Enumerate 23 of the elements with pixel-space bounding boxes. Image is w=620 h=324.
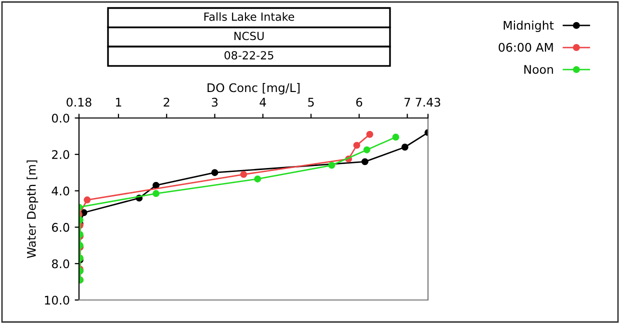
legend-label: Midnight: [504, 20, 554, 32]
x-tick-label: 1: [116, 98, 122, 107]
x-tick-label: 0.18: [66, 98, 92, 107]
y-tick-label: 10.0: [44, 296, 70, 305]
chart-title: Falls Lake Intake: [204, 12, 294, 21]
x-tick-label: 7: [404, 98, 410, 107]
x-tick-label: 3: [212, 98, 218, 107]
y-tick-label: 4.0: [52, 186, 70, 196]
x-tick-label: 4: [260, 98, 266, 107]
y-tick-label: 8.0: [52, 259, 70, 268]
legend-label: 06:00 AM: [498, 42, 553, 52]
legend-label: Noon: [524, 65, 553, 74]
y-tick-label: 6.0: [52, 222, 70, 232]
x-tick-label: 2: [164, 98, 170, 107]
y-tick-label: 2.0: [52, 150, 70, 160]
y-tick-label: 0.0: [52, 114, 70, 123]
text: 08-22-25: [224, 51, 274, 60]
x-tick-label: 6: [356, 98, 362, 107]
chart-subtitle: NCSU: [234, 32, 264, 40]
y-axis-title: Water Depth [m]: [26, 160, 38, 258]
x-axis-title: DO Conc [mg/L]: [208, 83, 300, 94]
x-tick-label: 7.43: [416, 98, 440, 107]
x-tick-label: 5: [308, 98, 314, 107]
